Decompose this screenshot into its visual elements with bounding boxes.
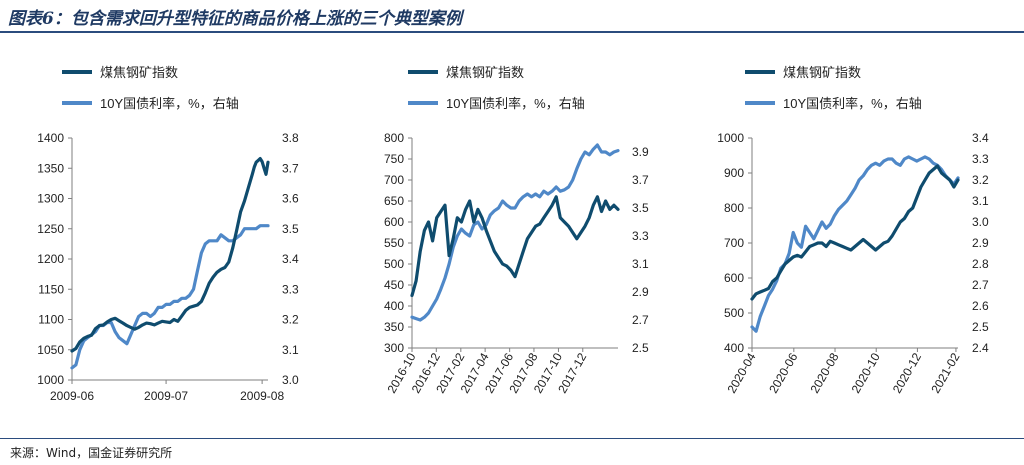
chart1-series-1-line (70, 157, 270, 353)
chart2-right-tick-label-3: 2.9 (632, 285, 649, 299)
chart1-x-tick-label-3: 2009-08 (240, 389, 284, 403)
chart2-right-tick-label-6: 3.5 (632, 201, 649, 215)
chart1-right-tick-label-6: 3.5 (282, 222, 299, 236)
chart1-left-tick-label-8: 1350 (37, 161, 64, 175)
chart1-right-tick-label-9: 3.8 (282, 131, 299, 145)
chart3-right-tick-label-1: 2.4 (972, 341, 989, 355)
chart1-series-2-line (70, 224, 270, 370)
chart1-left-tick-label-3: 1100 (38, 313, 64, 327)
chart1-right-tick-label-5: 3.4 (282, 252, 299, 266)
chart3-series-1-line (750, 164, 960, 301)
chart1-left-tick-label-4: 1150 (38, 282, 64, 296)
chart2-left-tick-label-10: 750 (384, 152, 404, 166)
chart2-left-tick-label-1: 300 (384, 341, 404, 355)
chart3-left-tick-label-1: 400 (724, 341, 744, 355)
chart1-right-tick-label-8: 3.7 (282, 161, 299, 175)
chart1-left-tick-label-2: 1050 (37, 343, 64, 357)
chart3-right-tick-label-10: 3.3 (972, 152, 989, 166)
chart3-right-tick-label-11: 3.4 (972, 131, 989, 145)
chart3-left-tick-label-5: 800 (724, 201, 744, 215)
chart3-x-tick-label-4: 2020-10 (849, 350, 883, 395)
chart3-x-tick-label-1: 2020-04 (724, 350, 758, 395)
chart2-right-tick-label-5: 3.3 (632, 229, 649, 243)
chart3-legend-label-1: 煤焦钢矿指数 (783, 65, 861, 80)
page-title: 图表6：包含需求回升型特征的商品价格上涨的三个典型案例 (8, 9, 462, 29)
chart1-legend-label-2: 10Y国债利率，%，右轴 (100, 96, 239, 111)
chart1-x-tick-label-1: 2009-06 (50, 389, 94, 403)
chart1-legend-label-1: 煤焦钢矿指数 (100, 65, 178, 80)
chart3-left-tick-label-3: 600 (724, 271, 744, 285)
chart3-left-tick-label-2: 500 (724, 306, 744, 320)
chart3-left-tick-label-6: 900 (724, 166, 744, 180)
chart2-right-tick-label-8: 3.9 (632, 145, 649, 159)
chart3-right-tick-label-7: 3.0 (972, 215, 989, 229)
chart3-left-tick-label-7: 1000 (717, 131, 744, 145)
chart1-left-tick-label-1: 1000 (37, 373, 64, 387)
chart2-left-tick-label-2: 350 (384, 320, 404, 334)
chart2-legend-label-2: 10Y国债利率，%，右轴 (446, 96, 585, 111)
chart1-right-tick-label-3: 3.2 (282, 313, 299, 327)
chart3-x-tick-label-3: 2020-08 (807, 350, 841, 395)
chart2-series-1-line (410, 195, 620, 298)
source-divider (0, 438, 1024, 439)
chart2-left-tick-label-3: 400 (384, 299, 404, 313)
chart1-right-tick-label-4: 3.3 (282, 282, 299, 296)
chart2-right-tick-label-7: 3.7 (632, 173, 649, 187)
chart2-left-tick-label-5: 500 (384, 257, 404, 271)
chart3-x-tick-label-5: 2020-12 (890, 350, 924, 395)
chart1-left-tick-label-6: 1250 (37, 222, 64, 236)
chart3-series-2-line (750, 155, 960, 333)
title-divider (0, 31, 1024, 33)
chart2-left-tick-label-8: 650 (384, 194, 404, 208)
chart2-left-tick-label-6: 550 (384, 236, 404, 250)
chart3-right-tick-label-9: 3.2 (972, 173, 989, 187)
chart1-right-tick-label-7: 3.6 (282, 192, 299, 206)
chart1-left-tick-label-9: 1400 (37, 131, 64, 145)
chart3-right-tick-label-2: 2.5 (972, 320, 989, 334)
chart2-right-tick-label-4: 3.1 (632, 257, 649, 271)
chart3-left-tick-label-4: 700 (724, 236, 744, 250)
chart2-legend-label-1: 煤焦钢矿指数 (446, 65, 524, 80)
chart3-x-tick-label-2: 2020-06 (766, 350, 800, 395)
chart2-right-tick-label-2: 2.7 (632, 313, 649, 327)
chart2-left-tick-label-9: 700 (384, 173, 404, 187)
chart3-right-tick-label-4: 2.7 (972, 278, 989, 292)
source-note: 来源：Wind，国金证券研究所 (10, 446, 173, 460)
chart1-right-tick-label-1: 3.0 (282, 373, 299, 387)
chart2-right-tick-label-1: 2.5 (632, 341, 649, 355)
chart1-x-tick-label-2: 2009-07 (144, 389, 188, 403)
chart3-x-tick-label-6: 2021-02 (928, 350, 962, 395)
chart2-left-tick-label-11: 800 (384, 131, 404, 145)
chart2-series-2-line (410, 143, 620, 322)
chart3-right-tick-label-6: 2.9 (972, 236, 989, 250)
chart1-right-tick-label-2: 3.1 (282, 343, 299, 357)
chart1-left-tick-label-5: 1200 (37, 252, 64, 266)
chart2-left-tick-label-4: 450 (384, 278, 404, 292)
chart3-right-tick-label-3: 2.6 (972, 299, 989, 313)
chart2-left-tick-label-7: 600 (384, 215, 404, 229)
chart1-left-tick-label-7: 1300 (37, 192, 64, 206)
chart3-right-tick-label-8: 3.1 (972, 194, 989, 208)
charts-canvas: 煤焦钢矿指数 10Y国债利率，%，右轴 1000 1050 1100 1150 1200 12… (37, 65, 989, 403)
chart3-legend-label-2: 10Y国债利率，%，右轴 (783, 96, 922, 111)
chart3-right-tick-label-5: 2.8 (972, 257, 989, 271)
